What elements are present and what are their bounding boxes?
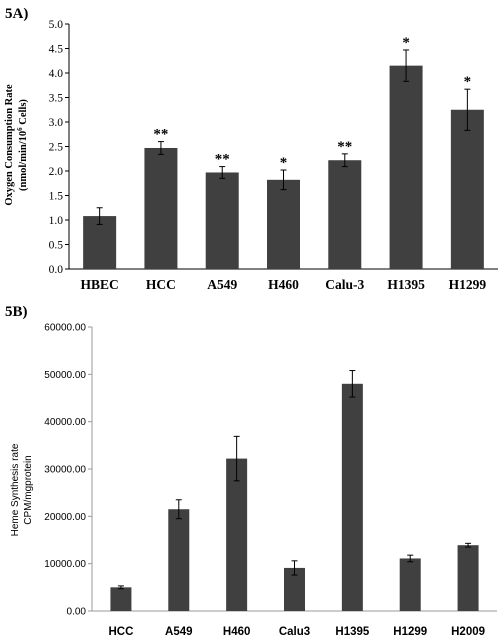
- panel-a: 5A) Oxygen Consumption Rate (nmol/min/10…: [4, 6, 498, 292]
- x-tick-label: H2009: [451, 626, 485, 638]
- significance-annotation: **: [215, 152, 230, 168]
- panel-b-axes: 0.00 10000.00 20000.00 30000.00 40000.00 5000…: [44, 323, 497, 618]
- y-axis-label-line1: Heme Synthesis rate: [10, 443, 21, 536]
- panel-b-y-axis-label: Heme Synthesis rate CPM/mgprotein: [10, 443, 34, 536]
- y-tick-label: 20000.00: [44, 512, 86, 523]
- x-tick-label: A549: [165, 626, 193, 638]
- y-tick-label: 30000.00: [44, 465, 86, 476]
- y-axis-label-superscript: 6: [16, 127, 24, 131]
- y-tick-label: 3.5: [49, 93, 64, 105]
- significance-annotation: *: [402, 35, 410, 51]
- x-tick-label: H1395: [335, 626, 369, 638]
- panel-a-y-axis-label: Oxygen Consumption Rate (nmol/min/106 Ce…: [4, 84, 29, 206]
- bar: [284, 567, 305, 611]
- x-tick-label: H460: [223, 626, 251, 638]
- x-tick-label: HCC: [146, 277, 176, 292]
- bar: [389, 65, 423, 270]
- significance-annotation: *: [280, 155, 288, 171]
- y-tick-label: 60000.00: [44, 323, 86, 334]
- panel-b: 5B) Heme Synthesis rate CPM/mgprotein 0.…: [5, 304, 497, 638]
- y-tick-label: 40000.00: [44, 417, 86, 428]
- x-tick-label: H1299: [449, 277, 487, 292]
- y-tick-label: 2.5: [49, 142, 64, 154]
- bar: [205, 172, 239, 269]
- panel-b-label: 5B): [5, 304, 28, 320]
- panel-a-label: 5A): [5, 6, 28, 22]
- y-tick-label: 0.0: [49, 264, 64, 276]
- panel-a-axes: 0.0 0.5 1.0 1.5 2.0 2.5 3.0 3.5 4.0 4.5 5.0: [49, 19, 498, 276]
- x-tick-label: H1299: [393, 626, 427, 638]
- y-tick-label: 0.00: [67, 607, 87, 618]
- bar: [399, 558, 421, 611]
- significance-annotation: **: [153, 127, 168, 143]
- panel-a-bars: HBEC ** HCC ** A549 * H460 ** Calu-3 * H1395 * H1299: [81, 35, 487, 292]
- y-tick-label: 1.0: [49, 215, 64, 227]
- significance-annotation: **: [337, 139, 352, 155]
- y-tick-label: 2.0: [49, 166, 64, 178]
- panel-b-bars: HCC A549 H460 Calu3 H1395 H1299 H2009: [108, 370, 485, 638]
- x-tick-label: Calu3: [279, 626, 310, 638]
- bar: [226, 458, 248, 611]
- y-tick-label: 50000.00: [44, 370, 86, 381]
- y-axis-label-line1: Oxygen Consumption Rate: [4, 84, 15, 206]
- x-tick-label: A549: [207, 277, 237, 292]
- bar: [168, 509, 190, 611]
- y-axis-label-line2: CPM/mgprotein: [23, 455, 34, 524]
- bar: [457, 545, 479, 611]
- bar: [267, 179, 300, 269]
- y-tick-label: 10000.00: [44, 559, 86, 570]
- x-tick-label: Calu-3: [325, 277, 364, 292]
- x-tick-label: H460: [268, 277, 299, 292]
- y-tick-label: 4.5: [49, 44, 64, 56]
- bar: [328, 160, 362, 269]
- svg-text:(nmol/min/106 Cells): (nmol/min/106 Cells): [16, 99, 29, 191]
- x-tick-label: HCC: [108, 626, 133, 638]
- y-tick-label: 0.5: [49, 240, 64, 252]
- bar: [341, 383, 363, 611]
- bar: [110, 587, 132, 611]
- y-tick-label: 5.0: [49, 19, 64, 31]
- x-tick-label: HBEC: [81, 277, 119, 292]
- y-tick-label: 1.5: [49, 191, 64, 203]
- svg-text:Oxygen Consumption Rate: Oxygen Consumption Rate: [4, 84, 15, 206]
- y-tick-label: 3.0: [49, 117, 64, 129]
- significance-annotation: *: [464, 74, 472, 90]
- x-tick-label: H1395: [387, 277, 425, 292]
- y-axis-label-line2-tail: Cells): [18, 99, 29, 128]
- bar: [144, 147, 178, 269]
- y-tick-label: 4.0: [49, 68, 64, 80]
- y-axis-label-line2: (nmol/min/10: [18, 131, 29, 191]
- bar: [450, 109, 484, 269]
